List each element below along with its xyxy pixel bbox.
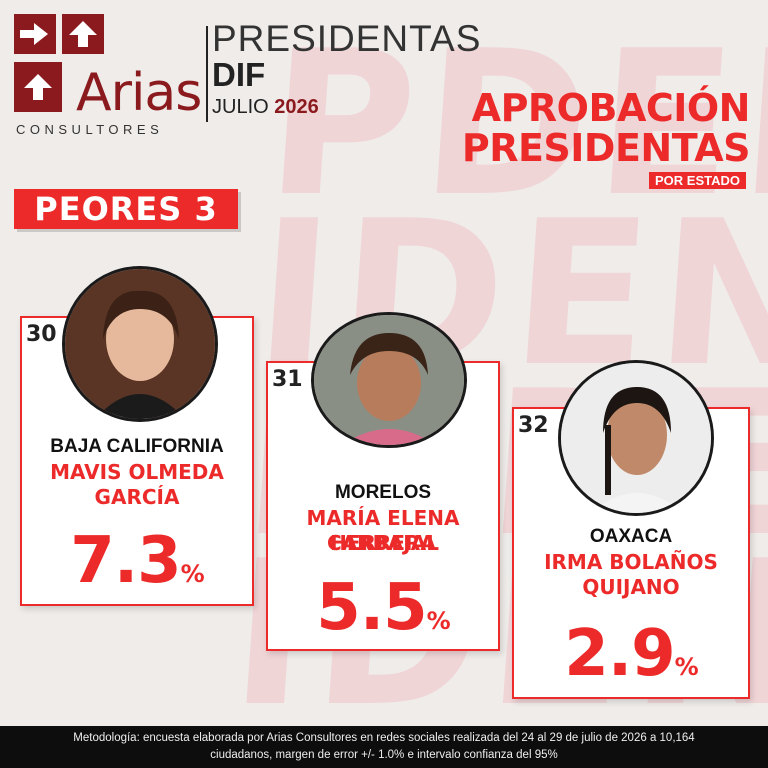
rank-number: 30 [26,322,57,347]
worst-three-badge: PEORES 3 [14,189,238,229]
portrait-photo [558,360,714,516]
header-title: PRESIDENTAS [212,18,482,59]
percent-sign: % [426,607,451,635]
person-name-line2: CARBAJAL [327,531,439,555]
approval-line1: APROBACIÓN [471,86,751,130]
arrow-up-icon [14,62,62,112]
logo-subtitle: CONSULTORES [16,122,164,137]
header-year: 2026 [274,96,319,118]
portrait-photo [311,312,467,448]
state-name: BAJA CALIFORNIA [50,436,224,457]
approval-line2: PRESIDENTAS [461,126,751,170]
portrait-photo [62,266,218,422]
approval-subtitle: POR ESTADO [649,172,746,189]
approval-value: 7.3% [22,526,252,609]
person-name-line1: MARÍA ELENA HERRERA [306,506,460,555]
state-name: MORELOS [334,482,432,503]
arias-logo: Arias CONSULTORES [14,14,204,137]
approval-value: 2.9% [514,619,748,702]
arrow-right-icon [14,14,56,54]
header-date: JULIO 2026 [212,96,319,119]
header-month: JULIO [212,96,269,118]
rank-number: 32 [518,413,549,438]
methodology-line1: Metodología: encuesta elaborada por Aria… [73,732,695,744]
header-divider [206,26,208,122]
approval-number: 5.5 [316,571,427,645]
header-dif: DIF [212,56,266,93]
approval-title: APROBACIÓN PRESIDENTAS [461,86,751,170]
approval-value: 5.5% [268,573,498,656]
state-name: OAXACA [589,526,673,547]
person-name-line2: QUIJANO [582,575,680,599]
logo-wordmark: Arias [76,63,202,123]
percent-sign: % [180,560,205,588]
methodology-footer: Metodología: encuesta elaborada por Aria… [0,726,768,768]
rank-number: 31 [272,367,303,392]
person-name: MAVIS OLMEDA GARCÍA [50,460,224,509]
percent-sign: % [674,653,699,681]
approval-number: 2.9 [564,617,675,691]
approval-number: 7.3 [70,524,181,598]
person-name-line1: IRMA BOLAÑOS [544,550,718,574]
methodology-line2: ciudadanos, margen de error +/- 1.0% e i… [210,749,558,761]
arrow-up-icon [62,14,104,54]
